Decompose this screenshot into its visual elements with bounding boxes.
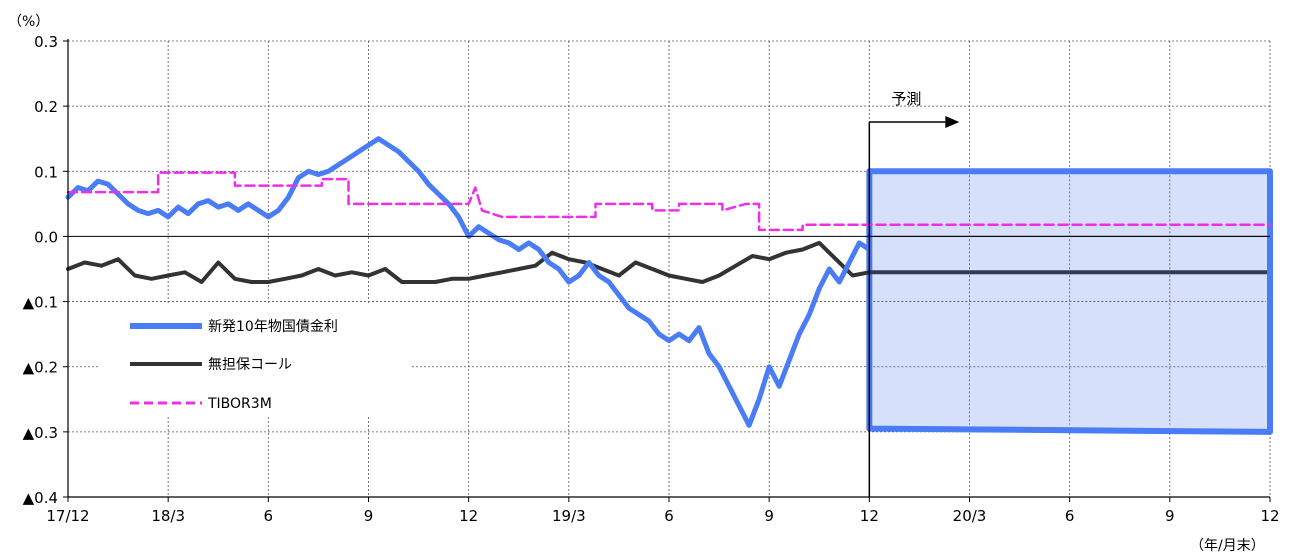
- y-tick-label-0: 0.3: [34, 33, 58, 51]
- y-unit-label: （%）: [8, 14, 49, 30]
- y-tick-label-3: 0.0: [34, 228, 58, 246]
- x-tick-label-9: 20/3: [953, 507, 987, 525]
- x-tick-label-12: 12: [1260, 507, 1279, 525]
- legend-label-jgb: 新発10年物国債金利: [208, 319, 338, 335]
- x-tick-label-0: 17/12: [46, 507, 89, 525]
- x-tick-label-2: 6: [264, 507, 274, 525]
- x-tick-labels: 17/12 18/3 6 9 12 19/3 6 9 12 20/3 6 9 12: [46, 507, 1279, 525]
- axes: [63, 39, 1271, 502]
- x-tick-label-3: 9: [364, 507, 374, 525]
- forecast-arrow-head: [945, 116, 960, 128]
- x-tick-label-6: 6: [664, 507, 674, 525]
- x-tick-label-7: 9: [764, 507, 774, 525]
- legend-label-tibor: TIBOR3M: [207, 396, 272, 412]
- x-tick-label-11: 9: [1165, 507, 1175, 525]
- x-tick-label-5: 19/3: [552, 507, 586, 525]
- y-tick-label-7: ▲0.4: [23, 489, 58, 507]
- y-tick-labels: 0.3 0.2 0.1 0.0 ▲0.1 ▲0.2 ▲0.3 ▲0.4: [23, 33, 58, 507]
- x-tick-label-4: 12: [459, 507, 478, 525]
- x-tick-label-10: 6: [1065, 507, 1075, 525]
- series-line-2: [66, 171, 1272, 232]
- x-unit-label: （年/月末）: [1190, 538, 1265, 553]
- series-line-1: [66, 240, 872, 284]
- x-tick-label-8: 12: [860, 507, 879, 525]
- forecast-marker: 予測: [868, 90, 960, 497]
- forecast-label: 予測: [891, 90, 921, 108]
- legend-label-call: 無担保コール: [208, 357, 292, 373]
- y-tick-label-5: ▲0.2: [23, 359, 58, 377]
- y-tick-label-1: 0.2: [34, 98, 58, 116]
- y-tick-label-2: 0.1: [34, 163, 58, 181]
- y-tick-label-4: ▲0.1: [23, 294, 58, 312]
- legend: 新発10年物国債金利 無担保コール TIBOR3M: [100, 305, 410, 415]
- x-tick-label-1: 18/3: [151, 507, 185, 525]
- y-tick-label-6: ▲0.3: [23, 424, 58, 442]
